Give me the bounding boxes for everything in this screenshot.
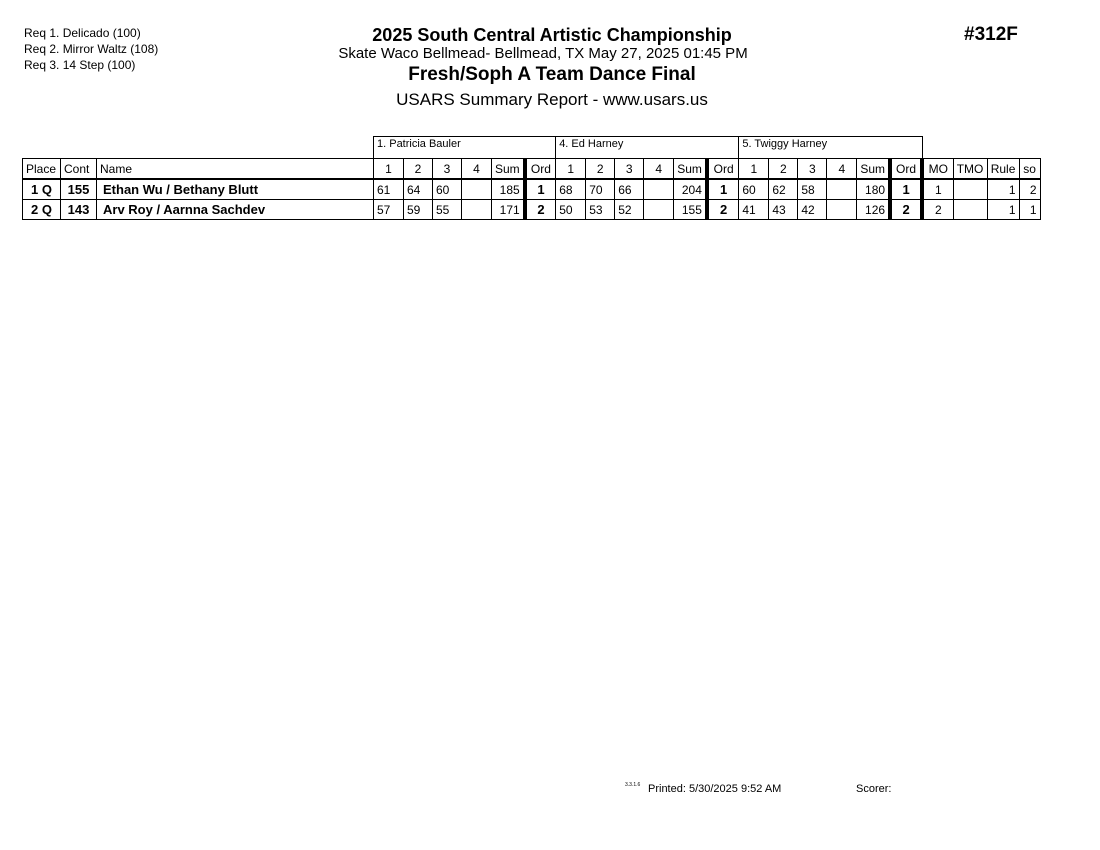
col-ord: Ord <box>704 158 740 180</box>
judge-mark <box>643 178 675 200</box>
judge-mark: 42 <box>797 199 828 220</box>
judge-ordinal: 1 <box>704 178 740 200</box>
skater-names: Arv Roy / Aarnna Sachdev <box>96 199 374 220</box>
column-header-row: Place Cont Name 1 2 3 4 Sum Ord 1 2 3 4 Sum Ord 1 2 3 4… <box>22 158 1041 180</box>
judge-ordinal: 2 <box>704 199 740 220</box>
judge-mark: 64 <box>403 178 433 200</box>
col-mark-4: 4 <box>643 158 675 180</box>
col-mark-3: 3 <box>432 158 462 180</box>
judge-mark <box>461 199 492 220</box>
col-mo: MO <box>920 158 954 180</box>
scorer-label: Scorer: <box>856 783 892 795</box>
judge-sum: 180 <box>856 178 891 200</box>
judge-sum: 185 <box>490 178 526 200</box>
judge-mark: 62 <box>768 178 799 200</box>
judge-mark: 57 <box>373 199 404 220</box>
judge-mark: 70 <box>585 178 616 200</box>
contestant-number: 143 <box>60 199 97 220</box>
judge-header-row: 1. Patricia Bauler 4. Ed Harney 5. Twigg… <box>23 136 1041 159</box>
col-mark-2: 2 <box>768 158 799 180</box>
judge-ordinal: 2 <box>522 199 557 220</box>
rule: 1 <box>986 178 1020 200</box>
judge-ordinal: 2 <box>888 199 923 220</box>
requirement: Req 3. 14 Step (100) <box>24 58 136 72</box>
judge-ordinal: 1 <box>522 178 557 200</box>
rule: 1 <box>986 199 1020 220</box>
judge-sum: 171 <box>490 199 526 220</box>
judge-mark <box>826 199 858 220</box>
judge-mark: 53 <box>585 199 616 220</box>
judge-mark: 41 <box>738 199 770 220</box>
majority-ordinal: 1 <box>920 178 954 200</box>
col-name: Name <box>96 158 374 180</box>
col-rule: Rule <box>986 158 1020 180</box>
venue-date: Skate Waco Bellmead- Bellmead, TX May 27… <box>338 45 748 62</box>
total-majority-ordinal <box>952 178 988 200</box>
col-mark-1: 1 <box>373 158 404 180</box>
col-so: so <box>1018 158 1041 180</box>
col-mark-1: 1 <box>738 158 770 180</box>
judge-mark: 60 <box>738 178 770 200</box>
table-row: 1 Q 155 Ethan Wu / Bethany Blutt 61 64 60 185 1… <box>22 178 1041 200</box>
total-majority-ordinal <box>952 199 988 220</box>
judge-sum: 204 <box>673 178 708 200</box>
so: 2 <box>1018 178 1041 200</box>
col-mark-2: 2 <box>403 158 433 180</box>
col-sum: Sum <box>673 158 708 180</box>
requirement: Req 1. Delicado (100) <box>24 26 141 40</box>
judge-sum: 155 <box>673 199 708 220</box>
col-mark-4: 4 <box>826 158 858 180</box>
col-mark-2: 2 <box>585 158 616 180</box>
report-title: USARS Summary Report - www.usars.us <box>396 90 708 109</box>
judge-mark: 43 <box>768 199 799 220</box>
requirement: Req 2. Mirror Waltz (108) <box>24 42 159 56</box>
judge-ordinal: 1 <box>888 178 923 200</box>
judge-mark: 50 <box>555 199 587 220</box>
judge-mark <box>461 178 492 200</box>
judge-mark: 59 <box>403 199 433 220</box>
so: 1 <box>1018 199 1041 220</box>
contestant-number: 155 <box>60 178 97 200</box>
col-tmo: TMO <box>952 158 988 180</box>
version-label: 3.3.1.6 <box>625 782 641 788</box>
col-place: Place <box>22 158 61 180</box>
event-title: Fresh/Soph A Team Dance Final <box>408 64 696 85</box>
competition-title: 2025 South Central Artistic Championship <box>372 25 732 45</box>
col-ord: Ord <box>522 158 557 180</box>
judge-mark <box>826 178 858 200</box>
judge-mark: 66 <box>614 178 645 200</box>
judge-mark: 58 <box>797 178 828 200</box>
printed-date: Printed: 5/30/2025 9:52 AM <box>648 783 782 795</box>
judge-name: 1. Patricia Bauler <box>372 136 557 159</box>
col-sum: Sum <box>490 158 526 180</box>
results-table: 1. Patricia Bauler 4. Ed Harney 5. Twigg… <box>22 136 1041 220</box>
judge-mark: 60 <box>432 178 462 200</box>
col-mark-1: 1 <box>555 158 587 180</box>
table-row: 2 Q 143 Arv Roy / Aarnna Sachdev 57 59 55 171 2… <box>22 199 1041 220</box>
col-cont: Cont <box>60 158 97 180</box>
col-mark-3: 3 <box>614 158 645 180</box>
judge-mark: 52 <box>614 199 645 220</box>
majority-ordinal: 2 <box>920 199 954 220</box>
judge-name: 5. Twiggy Harney <box>738 136 923 159</box>
judge-sum: 126 <box>856 199 891 220</box>
judge-name: 4. Ed Harney <box>555 136 740 159</box>
judge-mark: 61 <box>373 178 404 200</box>
place: 1 Q <box>22 178 61 200</box>
judge-mark <box>643 199 675 220</box>
requirements-list: Req 1. Delicado (100) Req 2. Mirror Walt… <box>24 25 158 73</box>
skater-names: Ethan Wu / Bethany Blutt <box>96 178 374 200</box>
event-number: #312F <box>964 24 1018 45</box>
col-mark-3: 3 <box>797 158 828 180</box>
col-ord: Ord <box>888 158 923 180</box>
col-sum: Sum <box>856 158 891 180</box>
judge-mark: 68 <box>555 178 587 200</box>
col-mark-4: 4 <box>461 158 492 180</box>
judge-mark: 55 <box>432 199 462 220</box>
place: 2 Q <box>22 199 61 220</box>
